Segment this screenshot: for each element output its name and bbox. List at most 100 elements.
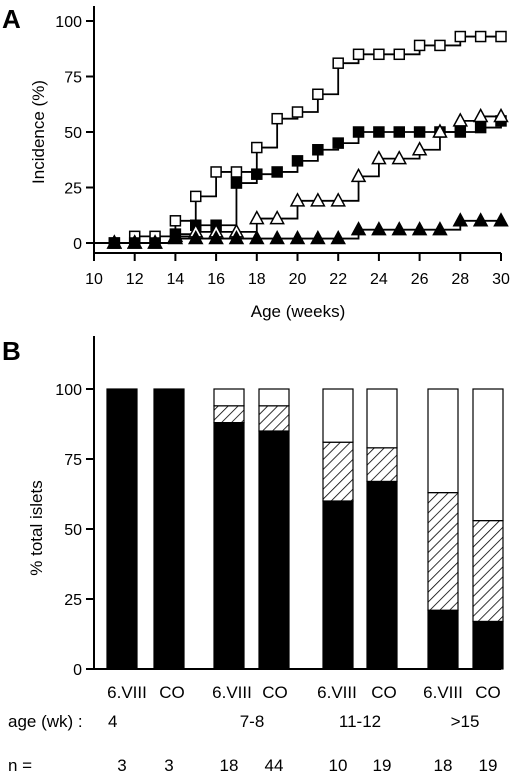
a-data-point	[310, 192, 326, 207]
bar-category-label: CO	[159, 683, 185, 702]
a-data-point	[413, 39, 426, 52]
a-data-point	[371, 150, 387, 165]
a-data-point	[126, 234, 143, 249]
a-data-point	[208, 229, 224, 245]
bar-segment-white	[472, 388, 504, 522]
a-y-tick-label: 25	[64, 181, 82, 198]
panel-a-x-axis-title: Age (weeks)	[251, 302, 345, 321]
a-data-point	[291, 155, 304, 167]
bar-segment-hatched	[366, 447, 398, 482]
a-x-tick-label: 16	[207, 271, 225, 288]
n-count-label: 44	[265, 756, 284, 775]
bar-segment-white	[366, 388, 398, 449]
a-data-point	[411, 221, 428, 236]
a-data-point	[210, 166, 222, 178]
a-y-tick-label: 75	[64, 70, 82, 87]
a-data-point	[312, 144, 324, 156]
a-data-point	[371, 221, 387, 236]
panel-a-ticks: 0 25 50 75 100 10 12 14 16 18 20 22 24 26 28 30	[55, 14, 510, 288]
a-data-point	[169, 215, 182, 227]
panel-b-stacked-bar-chart: B 0 25 50 75 100 % total islets age (wk) : n…	[2, 336, 504, 775]
panel-a-line-chart: A 0 25 50 75 100 10 12 14 16 18 20 22 24 26 28 30 Age (…	[2, 4, 510, 321]
panel-a-letter: A	[2, 4, 21, 34]
n-row-prefix: n =	[8, 756, 32, 775]
bar-segment-black	[258, 430, 290, 670]
bar-segment-black	[153, 388, 185, 670]
a-data-point	[493, 212, 509, 227]
a-data-point	[393, 48, 405, 61]
a-data-point	[495, 30, 507, 43]
a-data-point	[373, 126, 385, 138]
a-x-tick-label: 10	[85, 271, 103, 288]
a-data-point	[452, 112, 469, 127]
a-data-point	[312, 88, 324, 101]
b-y-tick-label: 75	[64, 452, 82, 469]
bar-category-label: 6.VIII	[212, 683, 252, 702]
b-y-tick-label: 0	[73, 662, 82, 679]
panel-b-ticks: 0 25 50 75 100	[55, 382, 94, 679]
bar-segment-hatched	[427, 492, 459, 611]
a-data-point	[190, 190, 202, 203]
a-data-point	[269, 210, 285, 225]
a-x-tick-label: 22	[329, 271, 347, 288]
a-data-point	[332, 57, 344, 69]
panel-a-series	[94, 30, 509, 249]
a-x-tick-label: 14	[167, 271, 185, 288]
a-x-tick-label: 28	[451, 271, 469, 288]
a-data-point	[271, 166, 283, 178]
a-x-tick-label: 30	[492, 271, 510, 288]
a-data-point	[432, 123, 448, 138]
a-data-point	[432, 221, 448, 236]
age-row-prefix: age (wk) :	[8, 712, 83, 731]
bar-segment-black	[106, 388, 138, 670]
a-data-point	[249, 210, 265, 225]
bar-segment-white	[213, 388, 245, 407]
bar-segment-black	[427, 609, 459, 670]
a-data-point	[310, 229, 326, 245]
a-data-point	[230, 177, 243, 189]
age-group-label: 11-12	[339, 712, 381, 731]
a-x-tick-label: 20	[289, 271, 307, 288]
a-y-tick-label: 0	[73, 236, 82, 253]
a-data-point	[350, 167, 367, 183]
a-data-point	[187, 229, 204, 245]
a-y-tick-label: 100	[55, 14, 82, 31]
a-x-tick-label: 24	[370, 271, 388, 288]
age-group-label: 7-8	[240, 712, 265, 731]
a-data-point	[452, 212, 469, 227]
b-y-tick-label: 100	[55, 382, 82, 399]
n-count-label: 18	[434, 756, 453, 775]
a-data-point	[106, 234, 123, 249]
panel-a-y-axis-title: Incidence (%)	[29, 80, 48, 184]
a-data-point	[249, 229, 265, 245]
b-y-tick-label: 50	[64, 522, 82, 539]
a-data-point	[330, 192, 346, 207]
bar-category-label: CO	[371, 683, 397, 702]
a-x-tick-label: 12	[126, 271, 144, 288]
a-data-point	[330, 229, 346, 245]
a-data-point	[472, 107, 489, 123]
panel-b-group-labels: age (wk) : n = 6.VIII CO 6.VIII CO 6.VIII CO 6…	[8, 683, 501, 775]
bar-category-label: CO	[475, 683, 501, 702]
bar-segment-black	[472, 620, 504, 670]
bar-category-label: 6.VIII	[107, 683, 147, 702]
panel-b-bars	[106, 388, 504, 670]
a-data-point	[391, 221, 408, 236]
a-data-point	[251, 168, 263, 180]
a-data-point	[332, 137, 344, 149]
a-data-point	[269, 229, 285, 245]
bar-segment-hatched	[472, 519, 504, 622]
a-data-point	[251, 141, 263, 154]
bar-segment-black	[213, 422, 245, 670]
n-count-label: 10	[329, 756, 348, 775]
bar-segment-black	[322, 500, 354, 670]
a-data-point	[493, 107, 509, 123]
a-data-point	[411, 141, 428, 156]
bar-segment-white	[322, 388, 354, 443]
age-group-label: 4	[108, 712, 117, 731]
panel-b-letter: B	[2, 336, 21, 366]
bar-segment-white	[258, 388, 290, 407]
a-data-point	[271, 112, 283, 125]
a-data-point	[472, 212, 489, 227]
a-data-point	[228, 229, 245, 245]
